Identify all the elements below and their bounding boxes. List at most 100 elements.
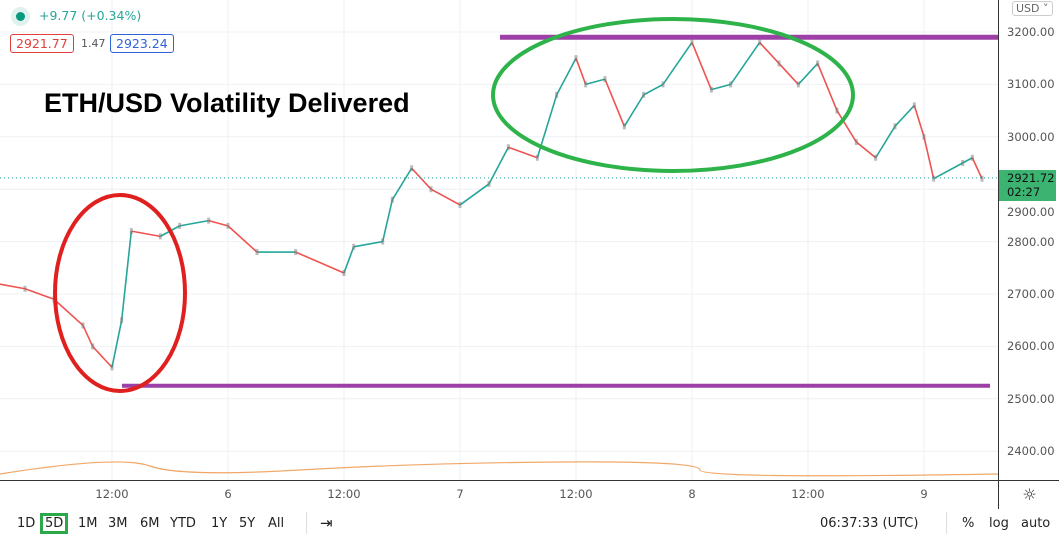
y-tick-label: 2400.00 [1007,444,1055,459]
y-tick-label: 2500.00 [1007,391,1055,406]
log-toggle[interactable]: log [989,516,1009,531]
range-5y[interactable]: 5Y [239,516,256,531]
candle [255,249,259,256]
candle [854,139,858,146]
price-segment [459,183,490,206]
candle [835,107,839,114]
y-tick-label: 3200.00 [1007,25,1055,39]
candle [622,123,626,130]
volume-moving-average [0,461,998,477]
currency-label: USD [1016,2,1040,15]
price-segment [111,320,123,368]
price-segment [962,157,973,164]
candle [555,91,559,98]
candle [342,270,346,277]
price-segment [971,157,983,180]
price-segment [120,231,133,321]
candle [893,123,897,130]
candle [390,196,394,203]
price-segment [555,57,577,96]
currency-selector[interactable]: USD ˅ [1012,1,1053,16]
market-status-icon [16,12,25,21]
price-segment [227,225,258,253]
price-segment [816,63,838,111]
x-tick-label: 9 [920,487,928,501]
x-tick-label: 12:00 [95,487,129,501]
candle [922,133,926,140]
price-axis[interactable]: 3200.00 3100.00 3000.00 2900.00 2800.00 2700.… [998,0,1059,480]
range-all[interactable]: All [268,516,285,531]
price-segment [730,42,761,85]
current-price: 2921.72 [1007,171,1055,185]
candle [980,175,984,182]
candle [777,60,781,67]
auto-toggle[interactable]: auto [1021,516,1051,531]
green-ellipse-annotation [491,17,855,173]
candle [816,60,820,67]
range-5d[interactable]: 5D [40,513,69,534]
candle [932,175,936,182]
candle [796,81,800,88]
candle [226,222,230,229]
price-segment [131,230,161,238]
price-segment [208,219,229,227]
price-segment [488,146,510,185]
sell-price-button[interactable]: 2921.77 [10,34,74,53]
price-change: +9.77 (+0.34%) [38,8,142,23]
range-1y[interactable]: 1Y [211,516,228,531]
candle [487,180,491,187]
price-segment [923,136,935,179]
time-axis[interactable]: 12:00 6 12:00 7 12:00 8 12:00 9 [0,480,998,509]
x-tick-label: 12:00 [327,487,361,501]
candle [709,86,713,93]
current-price-label: 2921.72 02:27 [999,170,1056,201]
price-segment [343,246,355,274]
price-segment [711,83,731,91]
price-segment [411,167,432,190]
percent-toggle[interactable]: % [962,516,975,531]
candle [661,81,665,88]
settings-gear-icon[interactable]: ☼ [998,480,1059,509]
x-tick-label: 6 [224,487,232,501]
price-segment [836,110,858,143]
price-segment [575,57,587,85]
price-segment [295,251,345,274]
price-segment [691,42,713,90]
price-segment [381,199,394,242]
y-tick-label: 2700.00 [1007,287,1055,301]
price-segment [797,62,819,85]
price-segment [874,125,896,159]
red-ellipse-annotation [53,193,187,393]
candle [961,160,965,166]
go-to-date-icon[interactable]: ⇥ [320,514,333,532]
range-3m[interactable]: 3M [108,516,128,531]
candle [535,154,539,161]
y-tick-label: 2900.00 [1007,204,1055,219]
price-segment [430,188,461,206]
range-1m[interactable]: 1M [78,516,98,531]
x-tick-label: 7 [456,487,464,501]
price-segment [24,288,55,300]
legend: +9.77 (+0.34%) [12,8,141,23]
candle [729,81,733,88]
candle [91,343,95,350]
buy-price-button[interactable]: 2923.24 [110,34,174,53]
y-tick-label: 3000.00 [1007,129,1055,144]
range-1d[interactable]: 1D [17,516,36,531]
candle [874,154,878,161]
candle [178,222,182,229]
clock-time[interactable]: 06:37:33 (UTC) [820,516,919,531]
candle [120,317,124,324]
candle [690,39,694,46]
range-6m[interactable]: 6M [140,516,160,531]
price-segment [353,240,383,248]
price-segment [894,104,915,127]
y-tick-label: 2800.00 [1007,234,1055,249]
candle [584,81,588,88]
chart-annotation-title: ETH/USD Volatility Delivered [44,88,410,118]
price-segment [623,94,645,127]
price-segment [585,78,606,86]
price-segment [913,105,925,138]
range-ytd[interactable]: YTD [170,516,196,531]
price-chart[interactable] [0,0,998,480]
